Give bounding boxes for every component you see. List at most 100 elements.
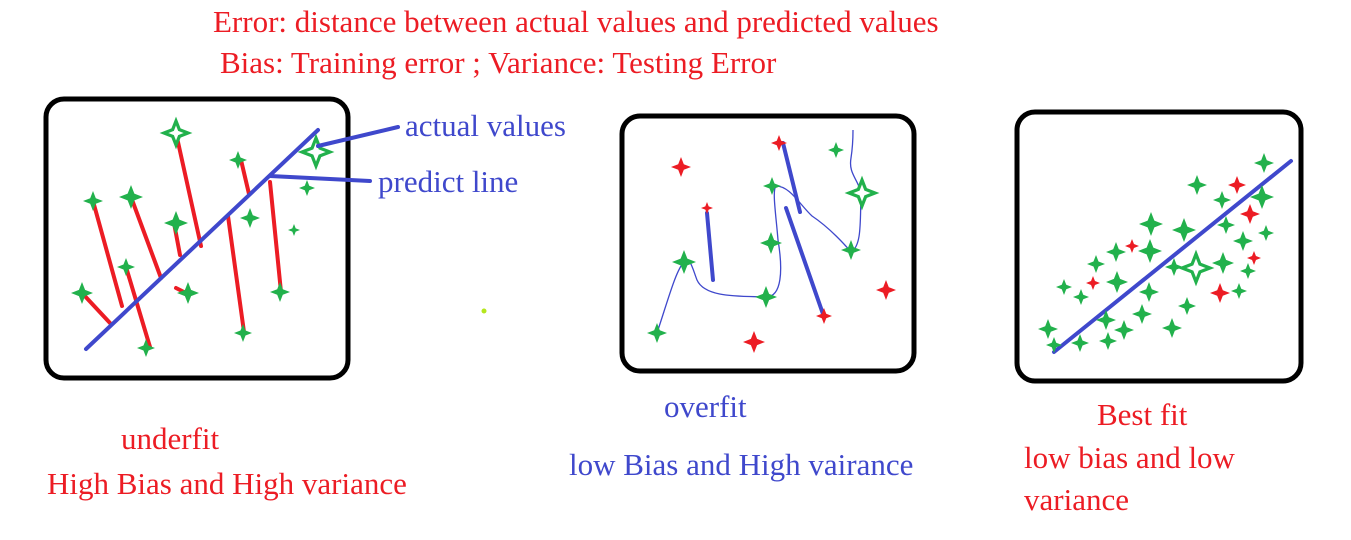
- four-point-star-icon: [671, 157, 691, 177]
- four-point-star-icon: [177, 282, 199, 304]
- underfit-error-line: [268, 180, 283, 294]
- four-point-star-icon: [1073, 289, 1089, 305]
- four-point-star-icon: [1213, 191, 1231, 209]
- four-point-star-icon: [119, 185, 143, 209]
- predict-line-pointer: [268, 174, 372, 183]
- four-point-star-icon: [876, 280, 896, 300]
- four-point-star-icon: [1217, 216, 1235, 234]
- four-point-star-icon: [164, 211, 188, 235]
- overfit-curve: [656, 129, 862, 334]
- underfit-error-line: [91, 199, 124, 308]
- four-point-star-icon: [117, 258, 135, 276]
- four-point-star-icon: [1046, 337, 1062, 353]
- underfit-title: underfit: [121, 421, 220, 456]
- bestfit-predict-line: [1052, 159, 1293, 354]
- bestfit-subtitle-line1: low bias and low: [1024, 440, 1236, 475]
- predict-line-label: predict line: [378, 164, 518, 199]
- four-point-star-icon: [71, 282, 93, 304]
- underfit-error-line: [80, 291, 112, 325]
- bestfit-actual-points: [1038, 153, 1274, 353]
- four-point-star-icon: [841, 240, 861, 260]
- four-point-star-icon: [1038, 319, 1058, 339]
- four-point-star-icon: [1212, 252, 1234, 274]
- bestfit-panel: [1014, 109, 1304, 384]
- four-point-star-icon: [1231, 283, 1247, 299]
- stray-dot: [481, 308, 487, 314]
- four-point-star-icon: [1114, 320, 1134, 340]
- underfit-actual-points: [71, 116, 335, 357]
- four-point-star-icon: [240, 208, 260, 228]
- header-bias-variance-definition: Bias: Training error ; Variance: Testing…: [220, 45, 777, 80]
- overfit-frame: [619, 113, 917, 374]
- four-point-star-icon: [1247, 251, 1261, 265]
- four-point-star-icon: [1162, 318, 1182, 338]
- overfit-error-lines: [705, 141, 825, 316]
- four-point-star-icon: [743, 331, 765, 353]
- overfit-actual-points: [647, 135, 896, 353]
- overfit-error-line: [705, 211, 715, 282]
- underfit-panel: [43, 96, 351, 381]
- four-point-star-icon: [1139, 212, 1163, 236]
- four-point-star-icon: [755, 286, 777, 308]
- four-point-star-icon: [1172, 218, 1196, 242]
- four-point-star-icon: [1233, 231, 1253, 251]
- underfit-error-lines: [80, 131, 283, 349]
- four-point-star-icon: [1071, 334, 1089, 352]
- underfit-subtitle: High Bias and High variance: [47, 466, 407, 501]
- four-point-star-icon: [159, 116, 193, 150]
- four-point-star-icon: [1178, 297, 1196, 315]
- four-point-star-icon: [1177, 249, 1215, 287]
- four-point-star-icon: [1056, 279, 1072, 295]
- four-point-star-icon: [1086, 276, 1100, 290]
- overfit-panel: [619, 113, 917, 374]
- four-point-star-icon: [1250, 185, 1274, 209]
- four-point-star-icon: [1139, 282, 1159, 302]
- underfit-frame: [43, 96, 351, 381]
- four-point-star-icon: [1132, 304, 1152, 324]
- bestfit-frame: [1014, 109, 1304, 384]
- bestfit-subtitle-line2: variance: [1024, 482, 1129, 517]
- four-point-star-icon: [760, 232, 782, 254]
- underfit-predict-line: [84, 128, 320, 351]
- underfit-error-line: [174, 131, 203, 248]
- four-point-star-icon: [672, 250, 696, 274]
- four-point-star-icon: [1087, 255, 1105, 273]
- four-point-star-icon: [763, 177, 781, 195]
- four-point-star-icon: [1106, 242, 1126, 262]
- underfit-error-line: [226, 214, 246, 334]
- underfit-error-line: [129, 195, 163, 280]
- four-point-star-icon: [229, 151, 247, 169]
- four-point-star-icon: [297, 133, 335, 171]
- overfit-error-line: [784, 206, 825, 316]
- underfit-error-line: [124, 265, 152, 349]
- four-point-star-icon: [288, 224, 300, 236]
- four-point-star-icon: [844, 175, 880, 211]
- four-point-star-icon: [1254, 153, 1274, 173]
- four-point-star-icon: [647, 323, 667, 343]
- four-point-star-icon: [1165, 258, 1183, 276]
- bestfit-title: Best fit: [1097, 397, 1188, 432]
- four-point-star-icon: [1240, 204, 1260, 224]
- four-point-star-icon: [771, 135, 787, 151]
- overfit-subtitle: low Bias and High vairance: [569, 447, 913, 482]
- overfit-error-line: [781, 141, 802, 214]
- four-point-star-icon: [828, 142, 844, 158]
- overfit-title: overfit: [664, 389, 747, 424]
- four-point-star-icon: [1228, 176, 1246, 194]
- actual-values-label: actual values: [405, 108, 566, 143]
- four-point-star-icon: [1106, 271, 1128, 293]
- four-point-star-icon: [816, 308, 832, 324]
- four-point-star-icon: [701, 202, 713, 214]
- four-point-star-icon: [1138, 239, 1162, 263]
- four-point-star-icon: [299, 180, 315, 196]
- four-point-star-icon: [1258, 225, 1274, 241]
- four-point-star-icon: [1210, 283, 1230, 303]
- four-point-star-icon: [1187, 175, 1207, 195]
- four-point-star-icon: [1099, 332, 1117, 350]
- actual-values-pointer: [316, 125, 400, 148]
- header-error-definition: Error: distance between actual values an…: [213, 4, 939, 39]
- four-point-star-icon: [234, 324, 252, 342]
- four-point-star-icon: [83, 191, 103, 211]
- underfit-error-line: [239, 158, 251, 196]
